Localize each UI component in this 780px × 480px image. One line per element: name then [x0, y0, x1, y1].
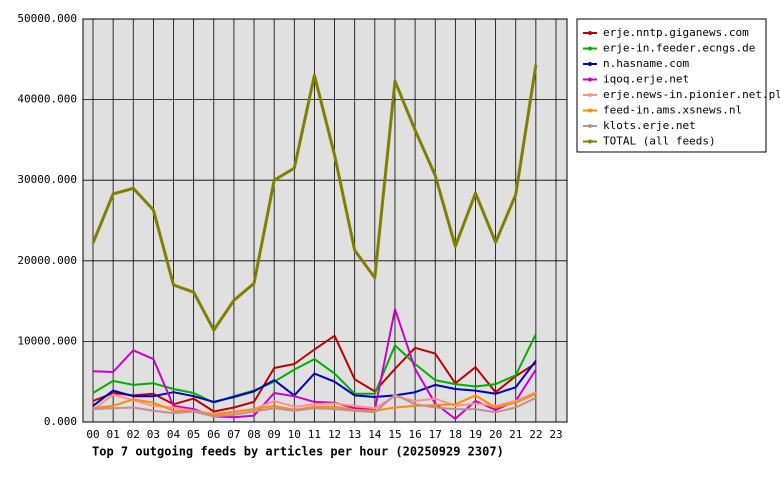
- x-tick-label: 21: [509, 428, 522, 441]
- legend-label: TOTAL (all feeds): [603, 135, 716, 148]
- x-tick-label: 04: [167, 428, 181, 441]
- x-tick-label: 06: [207, 428, 220, 441]
- legend-label: n.hasname.com: [603, 57, 689, 70]
- x-tick-label: 10: [288, 428, 301, 441]
- legend-label: erje.nntp.giganews.com: [603, 26, 749, 39]
- x-tick-label: 12: [328, 428, 341, 441]
- x-tick-label: 02: [127, 428, 140, 441]
- legend-marker: [588, 62, 592, 66]
- series-line: [92, 393, 537, 418]
- legend-box: [576, 18, 767, 153]
- legend-label: erje.news-in.pionier.net.pl: [603, 88, 780, 101]
- y-tick-label: 30000.000: [17, 173, 77, 186]
- x-tick-label: 09: [268, 428, 281, 441]
- series-line: [92, 308, 537, 420]
- x-tick-label: 13: [348, 428, 361, 441]
- x-tick-label: 11: [308, 428, 321, 441]
- series-line: [92, 333, 537, 404]
- x-tick-label: 00: [86, 428, 99, 441]
- legend-marker: [588, 139, 592, 144]
- x-tick-label: 20: [489, 428, 502, 441]
- legend-marker: [588, 93, 592, 97]
- y-tick-label: 50000.000: [17, 12, 77, 25]
- series-line: [91, 64, 538, 332]
- x-tick-label: 14: [368, 428, 382, 441]
- legend-marker: [588, 108, 592, 113]
- x-tick-label: 01: [107, 428, 120, 441]
- series-line: [92, 392, 537, 416]
- legend-marker: [588, 46, 592, 51]
- x-tick-label: 19: [469, 428, 482, 441]
- x-tick-label: 18: [449, 428, 462, 441]
- legend-label: feed-in.ams.xsnews.nl: [603, 104, 742, 117]
- x-tick-label: 16: [408, 428, 421, 441]
- legend-marker: [588, 31, 592, 35]
- y-tick-label: 20000.000: [17, 254, 77, 267]
- plot-border: [82, 18, 568, 423]
- legend-label: klots.erje.net: [603, 119, 696, 132]
- x-tick-label: 08: [247, 428, 260, 441]
- y-tick-label: 10000.000: [17, 334, 77, 347]
- x-tick-label: 05: [187, 428, 200, 441]
- series-line: [92, 334, 537, 413]
- series-line: [92, 360, 537, 407]
- legend-marker: [588, 77, 592, 82]
- x-tick-label: 23: [549, 428, 562, 441]
- chart-title: Top 7 outgoing feeds by articles per hou…: [92, 445, 504, 459]
- legend-label: iqoq.erje.net: [603, 73, 689, 86]
- x-tick-label: 15: [388, 428, 401, 441]
- x-tick-label: 22: [529, 428, 542, 441]
- legend-marker: [588, 124, 592, 128]
- x-tick-label: 17: [429, 428, 442, 441]
- x-tick-label: 07: [227, 428, 240, 441]
- legend-label: erje-in.feeder.ecngs.de: [603, 42, 755, 55]
- y-tick-label: 40000.000: [17, 93, 77, 106]
- x-tick-label: 03: [147, 428, 160, 441]
- y-tick-label: 0.000: [44, 415, 77, 428]
